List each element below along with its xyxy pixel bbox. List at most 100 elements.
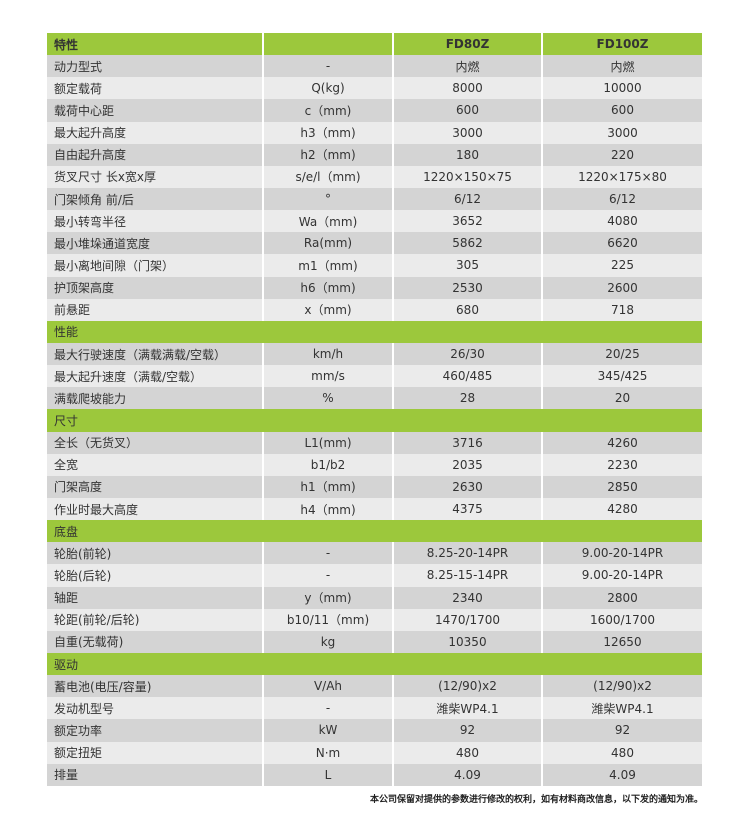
table-row: 载荷中心距 c（mm) 600 600 bbox=[47, 99, 702, 122]
spec-label: 最大起升速度（满载/空载） bbox=[47, 365, 263, 388]
spec-fd80z: 305 bbox=[392, 254, 542, 277]
spec-label: 额定功率 bbox=[47, 719, 263, 742]
table-row: 蓄电池(电压/容量) V/Ah (12/90)x2 (12/90)x2 bbox=[47, 675, 702, 698]
spec-label: 载荷中心距 bbox=[47, 99, 263, 122]
section-header: 尺寸 bbox=[47, 409, 702, 432]
header-fd100z: FD100Z bbox=[541, 33, 702, 56]
spec-fd100z: 6/12 bbox=[541, 187, 702, 211]
table-row: 全长（无货叉） L1(mm) 3716 4260 bbox=[47, 431, 702, 454]
table-row: 护顶架高度 h6（mm) 2530 2600 bbox=[47, 276, 702, 299]
spec-fd100z: 20/25 bbox=[541, 342, 702, 366]
spec-unit: y（mm) bbox=[262, 586, 393, 609]
spec-unit: c（mm) bbox=[262, 99, 393, 122]
spec-label: 蓄电池(电压/容量) bbox=[47, 675, 263, 698]
table-row: 作业时最大高度 h4（mm) 4375 4280 bbox=[47, 497, 702, 521]
header-label: 特性 bbox=[47, 33, 263, 56]
spec-unit: Wa（mm) bbox=[262, 210, 393, 233]
section-title: 尺寸 bbox=[47, 409, 702, 432]
spec-label: 最小离地间隙（门架） bbox=[47, 254, 263, 277]
spec-unit: b1/b2 bbox=[262, 453, 393, 476]
spec-unit: V/Ah bbox=[262, 675, 393, 698]
table-row: 排量 L 4.09 4.09 bbox=[47, 763, 702, 786]
spec-label: 排量 bbox=[47, 763, 263, 786]
table-row: 额定功率 kW 92 92 bbox=[47, 719, 702, 742]
table-row: 自由起升高度 h2（mm) 180 220 bbox=[47, 143, 702, 166]
spec-fd100z: 10000 bbox=[541, 77, 702, 100]
table-row: 门架高度 h1（mm) 2630 2850 bbox=[47, 475, 702, 498]
spec-unit: % bbox=[262, 387, 393, 410]
spec-fd80z: 2035 bbox=[392, 453, 542, 476]
spec-fd100z: 4260 bbox=[541, 431, 702, 454]
spec-unit: s/e/l（mm) bbox=[262, 165, 393, 188]
spec-label: 门架高度 bbox=[47, 475, 263, 498]
table-row: 最小离地间隙（门架） m1（mm) 305 225 bbox=[47, 254, 702, 277]
spec-fd80z: 92 bbox=[392, 719, 542, 742]
table-row: 额定载荷 Q(kg) 8000 10000 bbox=[47, 77, 702, 100]
spec-label: 自重(无载荷) bbox=[47, 630, 263, 653]
spec-label: 货叉尺寸 长x宽x厚 bbox=[47, 165, 263, 188]
table-row: 最大起升高度 h3（mm) 3000 3000 bbox=[47, 121, 702, 144]
spec-fd80z: 2340 bbox=[392, 586, 542, 609]
table-row: 动力型式 - 内燃 内燃 bbox=[47, 55, 702, 78]
spec-label: 作业时最大高度 bbox=[47, 497, 263, 521]
spec-fd100z: 9.00-20-14PR bbox=[541, 542, 702, 565]
spec-unit: h3（mm) bbox=[262, 121, 393, 144]
spec-label: 轮胎(前轮) bbox=[47, 542, 263, 565]
spec-label: 额定扭矩 bbox=[47, 741, 263, 764]
table-row: 轮胎(前轮) -8.25-20-14PR 9.00-20-14PR bbox=[47, 542, 702, 565]
spec-unit: L1(mm) bbox=[262, 431, 393, 454]
spec-fd80z: (12/90)x2 bbox=[392, 675, 542, 698]
spec-label: 发动机型号 bbox=[47, 697, 263, 720]
spec-fd80z: 1470/1700 bbox=[392, 608, 542, 631]
spec-label: 护顶架高度 bbox=[47, 276, 263, 299]
spec-fd80z: 5862 bbox=[392, 232, 542, 255]
spec-unit: - bbox=[262, 564, 393, 587]
table-row: 最小转弯半径 Wa（mm) 3652 4080 bbox=[47, 210, 702, 233]
spec-label: 最大行驶速度（满载满载/空载） bbox=[47, 342, 263, 366]
table-row: 轮距(前轮/后轮) b10/11（mm) 1470/1700 1600/1700 bbox=[47, 608, 702, 631]
spec-unit: N·m bbox=[262, 741, 393, 764]
spec-fd80z: 潍柴WP4.1 bbox=[392, 697, 542, 720]
section-header: 底盘 bbox=[47, 520, 702, 543]
spec-fd80z: 6/12 bbox=[392, 187, 542, 211]
spec-fd100z: 9.00-20-14PR bbox=[541, 564, 702, 587]
spec-fd100z: 4.09 bbox=[541, 763, 702, 786]
table-row: 轴距 y（mm) 2340 2800 bbox=[47, 586, 702, 609]
spec-fd80z: 1220×150×75 bbox=[392, 165, 542, 188]
spec-fd100z: 12650 bbox=[541, 630, 702, 653]
spec-unit: - bbox=[262, 55, 393, 78]
spec-unit: mm/s bbox=[262, 365, 393, 388]
spec-label: 额定载荷 bbox=[47, 77, 263, 100]
spec-fd100z: 2230 bbox=[541, 453, 702, 476]
spec-fd80z: 3000 bbox=[392, 121, 542, 144]
table-row: 轮胎(后轮) -8.25-15-14PR 9.00-20-14PR bbox=[47, 564, 702, 587]
section-title: 驱动 bbox=[47, 652, 702, 676]
table-row: 满载爬坡能力% 28 20 bbox=[47, 387, 702, 410]
spec-label: 门架倾角 前/后 bbox=[47, 187, 263, 211]
table-header-row: 特性 FD80Z FD100Z bbox=[47, 33, 702, 56]
spec-fd100z: 220 bbox=[541, 143, 702, 166]
spec-fd100z: 718 bbox=[541, 298, 702, 321]
spec-fd100z: 内燃 bbox=[541, 55, 702, 78]
table-row: 最大行驶速度（满载满载/空载） km/h 26/30 20/25 bbox=[47, 342, 702, 366]
spec-fd100z: 6620 bbox=[541, 232, 702, 255]
spec-fd80z: 180 bbox=[392, 143, 542, 166]
spec-label: 前悬距 bbox=[47, 298, 263, 321]
spec-fd100z: 20 bbox=[541, 387, 702, 410]
spec-label: 全长（无货叉） bbox=[47, 431, 263, 454]
spec-fd100z: (12/90)x2 bbox=[541, 675, 702, 698]
spec-fd100z: 92 bbox=[541, 719, 702, 742]
spec-fd80z: 2530 bbox=[392, 276, 542, 299]
table-row: 全宽 b1/b2 2035 2230 bbox=[47, 453, 702, 476]
spec-unit: - bbox=[262, 697, 393, 720]
spec-table: 特性 FD80Z FD100Z 动力型式 - 内燃 内燃 额定载荷 Q(kg) 8000 10… bbox=[47, 33, 702, 786]
section-header: 驱动 bbox=[47, 652, 702, 676]
header-unit bbox=[262, 33, 393, 56]
spec-fd100z: 3000 bbox=[541, 121, 702, 144]
spec-label: 动力型式 bbox=[47, 55, 263, 78]
spec-unit: x（mm) bbox=[262, 298, 393, 321]
table-row: 最小堆垛通道宽度 Ra(mm) 5862 6620 bbox=[47, 232, 702, 255]
spec-fd100z: 480 bbox=[541, 741, 702, 764]
spec-unit: h1（mm) bbox=[262, 475, 393, 498]
spec-label: 轮距(前轮/后轮) bbox=[47, 608, 263, 631]
